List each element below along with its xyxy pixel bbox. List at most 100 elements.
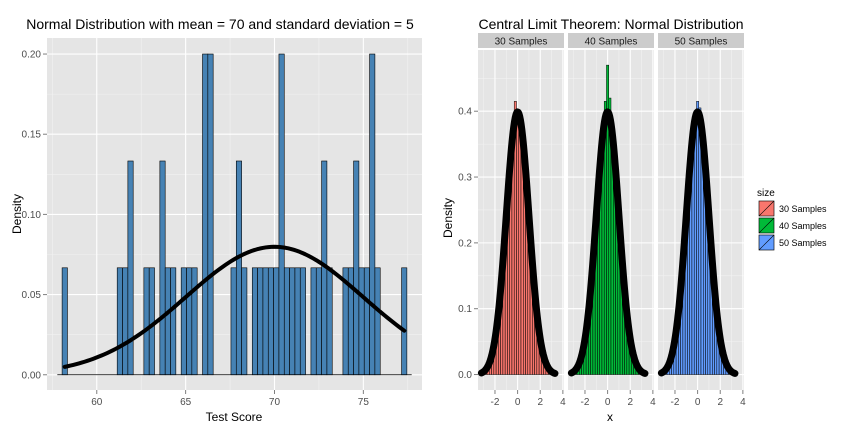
histogram-bars (57, 53, 412, 376)
histogram-x-axis-label: Test Score (206, 410, 263, 424)
x-tick-label: 0 (695, 397, 701, 408)
y-tick-label: 0.05 (22, 290, 42, 301)
clt-chart: Central Limit Theorem: Normal Distributi… (441, 16, 827, 424)
histogram-bar (283, 267, 290, 376)
histogram-bar (251, 267, 258, 376)
histogram-bar (148, 267, 155, 376)
facet-normal-curve (657, 108, 739, 377)
histogram-bar (170, 267, 177, 376)
histogram-x-ticks: 60 65 70 75 (91, 390, 369, 408)
x-tick-label: -2 (671, 397, 680, 408)
facet-panel-3: 50 Samples -2 0 2 4 (657, 33, 746, 408)
histogram-bar (159, 160, 166, 376)
y-tick-label: 0.0 (458, 370, 472, 381)
x-tick-label: 0 (605, 397, 611, 408)
legend-label: 50 Samples (779, 238, 827, 248)
y-tick-label: 0.1 (458, 304, 472, 315)
facet-panel-1: 30 Samples -2 0 2 4 (477, 33, 566, 408)
histogram-bar (230, 267, 237, 376)
histogram-bar (164, 267, 171, 376)
y-tick-label: 0.15 (22, 130, 42, 141)
histogram-bar (202, 53, 209, 376)
histogram-bar (401, 267, 408, 376)
y-tick-label: 0.2 (458, 238, 472, 249)
histogram-bar (180, 267, 187, 376)
x-tick-label: 0 (515, 397, 521, 408)
legend-key-slash (758, 200, 775, 217)
histogram-y-axis-label: Density (10, 194, 24, 234)
x-tick-label: 2 (717, 397, 723, 408)
facet-panel-2: 40 Samples -2 0 2 4 (567, 33, 656, 408)
clt-y-axis-label: Density (441, 198, 455, 238)
facet-normal-curve (567, 108, 649, 377)
facet-strip-label: 40 Samples (585, 37, 638, 48)
histogram-bar (326, 267, 333, 376)
histogram-bar (273, 267, 280, 376)
clt-legend: size 30 Samples 40 Samples 50 Samples (757, 188, 827, 252)
facet-histogram-bar (696, 101, 699, 375)
y-tick-label: 0.4 (458, 107, 472, 118)
facet-histogram-bar (693, 114, 697, 375)
x-tick-label: 2 (627, 397, 633, 408)
clt-title: Central Limit Theorem: Normal Distributi… (478, 16, 743, 32)
histogram-bar (143, 267, 150, 376)
legend-key-slash (758, 217, 775, 234)
x-tick-label: 4 (740, 397, 746, 408)
x-tick-label: -2 (491, 397, 500, 408)
facet-histogram-bar (518, 117, 522, 375)
histogram-y-ticks: 0.00 0.05 0.10 0.15 0.20 (22, 50, 47, 381)
legend-label: 40 Samples (779, 221, 827, 231)
facet-strip-label: 50 Samples (675, 37, 728, 48)
x-tick-label: 65 (180, 397, 192, 408)
y-tick-label: 0.10 (22, 210, 42, 221)
histogram-bar (122, 267, 129, 376)
x-tick-label: 70 (269, 397, 281, 408)
histogram-bar (267, 267, 274, 376)
histogram-normal-curve (62, 244, 407, 369)
legend-label: 30 Samples (779, 204, 827, 214)
histogram-bar (257, 267, 264, 376)
x-tick-label: -2 (581, 397, 590, 408)
histogram-bar (369, 53, 376, 376)
x-tick-label: 4 (650, 397, 656, 408)
facet-strip (658, 33, 744, 48)
y-tick-label: 0.3 (458, 173, 472, 184)
facet-strip-label: 30 Samples (495, 37, 548, 48)
histogram-bar (310, 267, 317, 376)
y-tick-label: 0.00 (22, 370, 42, 381)
x-tick-label: 4 (560, 397, 566, 408)
facet-strip (478, 33, 564, 48)
histogram-bar (191, 267, 198, 376)
legend-title: size (757, 188, 775, 199)
histogram-bar (116, 267, 123, 376)
facet-normal-curve (477, 108, 559, 377)
histogram-bar (262, 267, 269, 376)
histogram-title: Normal Distribution with mean = 70 and s… (26, 16, 414, 32)
x-tick-label: 75 (358, 397, 370, 408)
histogram-chart: Normal Distribution with mean = 70 and s… (10, 16, 422, 424)
histogram-bar (289, 267, 296, 376)
histogram-bar (235, 160, 242, 376)
histogram-bar (353, 160, 360, 376)
legend-key-slash (758, 234, 775, 251)
y-tick-label: 0.20 (22, 50, 42, 61)
histogram-bar (374, 267, 381, 376)
histogram-bar (363, 267, 370, 376)
clt-y-ticks: 0.0 0.1 0.2 0.3 0.4 (458, 107, 478, 381)
histogram-bar (186, 267, 193, 376)
histogram-bar (241, 267, 248, 376)
histogram-bar (294, 267, 301, 376)
histogram-bar (299, 267, 306, 376)
histogram-bar (358, 267, 365, 376)
x-tick-label: 2 (537, 397, 543, 408)
histogram-bar (61, 267, 68, 376)
histogram-bar (315, 267, 322, 376)
facet-histogram-bar (516, 110, 519, 375)
facet-strip (568, 33, 654, 48)
histogram-bar (278, 53, 285, 376)
x-tick-label: 60 (91, 397, 103, 408)
clt-x-axis-label: x (607, 410, 613, 424)
clt-facet-panels: 30 Samples-2 0 2 440 Samples-2 0 2 450 Samples… (477, 33, 746, 408)
histogram-bar (207, 53, 214, 376)
